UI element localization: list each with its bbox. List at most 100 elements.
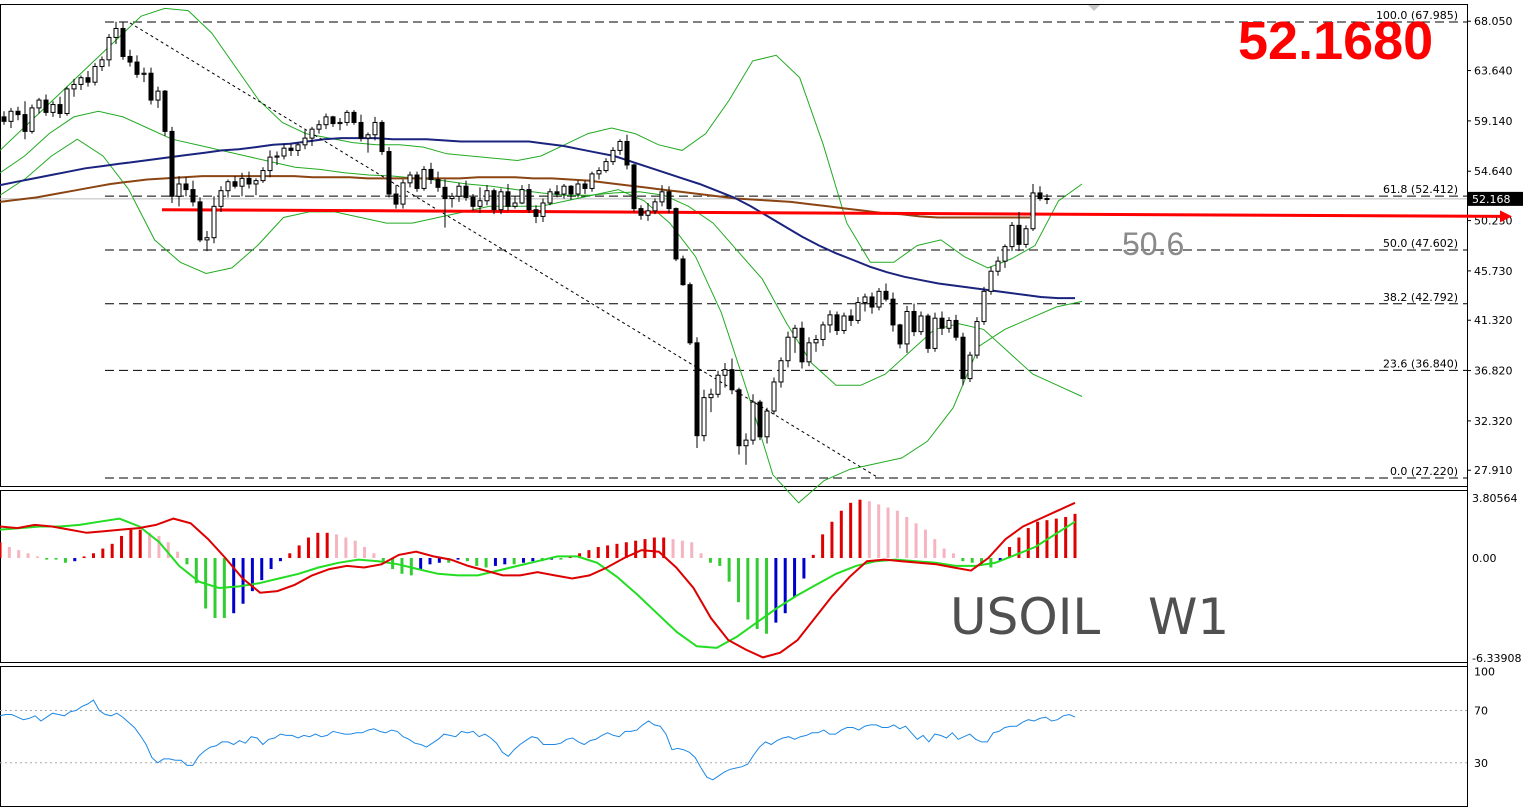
candle-body: [1044, 198, 1050, 201]
rsi-indicator: 100 70 30: [0, 665, 1495, 781]
scroll-marker-icon[interactable]: [1088, 5, 1100, 11]
timeframe-label: W1: [1147, 588, 1230, 646]
candle-body: [99, 59, 105, 68]
candle-body: [911, 310, 917, 333]
candle-body: [512, 202, 518, 207]
rsi-tick-label: 100: [1474, 665, 1495, 678]
price-tick-label: 45.730: [1474, 265, 1513, 278]
fib-level-label: 38.2 (42.792): [1383, 291, 1458, 304]
candle-body: [813, 338, 819, 344]
candle-body: [554, 191, 560, 195]
candle-body: [561, 185, 567, 195]
candle-body: [792, 327, 798, 338]
candle-body: [64, 88, 70, 115]
rsi-line: [0, 699, 1076, 781]
candle-body: [974, 321, 980, 356]
candle-body: [862, 296, 868, 304]
candle-body: [225, 181, 231, 192]
candle-body: [729, 369, 735, 391]
candle-body: [43, 99, 49, 113]
candle-body: [22, 114, 28, 132]
candle-body: [547, 191, 553, 204]
candle-body: [680, 258, 686, 286]
candle-body: [722, 369, 728, 376]
candle-body: [834, 314, 840, 332]
candle-body: [379, 121, 385, 153]
candle-body: [155, 90, 161, 101]
candle-body: [918, 315, 924, 333]
candle-body: [953, 319, 959, 338]
candle-body: [449, 195, 455, 200]
candle-body: [141, 72, 147, 75]
candle-body: [393, 193, 399, 205]
candle-body: [267, 156, 273, 172]
candle-body: [981, 290, 987, 323]
price-tick-label: 36.820: [1474, 365, 1513, 378]
candle-body: [50, 104, 56, 113]
candle-body: [162, 90, 168, 132]
macd-tick-label: 0.00: [1472, 552, 1497, 565]
candle-body: [435, 179, 441, 188]
candle-body: [897, 324, 903, 345]
candle-body: [358, 121, 364, 139]
fib-level-label: 100.0 (67.985): [1376, 9, 1458, 22]
candle-body: [218, 190, 224, 207]
candle-body: [127, 55, 133, 63]
candle-body: [736, 389, 742, 447]
candle-body: [1030, 192, 1036, 230]
rsi-panel-frame: [0, 666, 1468, 807]
candle-body: [764, 410, 770, 438]
candle-body: [365, 134, 371, 139]
macd-panel-frame: [0, 490, 1468, 663]
candle-body: [204, 237, 210, 241]
candle-body: [708, 393, 714, 399]
candle-body: [778, 360, 784, 383]
candle-body: [428, 168, 434, 181]
candle-body: [407, 174, 413, 184]
candle-body: [1023, 228, 1029, 245]
candle-body: [148, 72, 154, 101]
candle-body: [932, 317, 938, 349]
current-price-tag-label: 52.168: [1472, 193, 1511, 206]
diagonal-trend-line: [129, 22, 880, 479]
candle-body: [484, 190, 490, 202]
candle-body: [344, 111, 350, 123]
symbol-label: USOIL: [950, 588, 1101, 646]
candle-body: [568, 185, 574, 195]
candle-body: [414, 174, 420, 189]
red-support-line: [161, 208, 1505, 218]
price-tick-label: 27.910: [1474, 464, 1513, 477]
candle-body: [498, 191, 504, 211]
candle-body: [631, 164, 637, 210]
candle-body: [883, 290, 889, 300]
candle-body: [134, 61, 140, 75]
price-tick-label: 41.320: [1474, 314, 1513, 327]
candle-body: [526, 189, 532, 211]
bollinger-upper-line: [0, 7, 1083, 269]
candle-body: [197, 201, 203, 241]
rsi-tick-label: 30: [1474, 757, 1488, 770]
candle-body: [575, 183, 581, 195]
candle-body: [617, 140, 623, 151]
candle-body: [540, 202, 546, 217]
candle-body: [771, 381, 777, 412]
candle-body: [29, 107, 35, 132]
candle-body: [582, 183, 588, 189]
fib-level-label: 0.0 (27.220): [1390, 465, 1458, 478]
candle-body: [694, 342, 700, 437]
candle-body: [995, 260, 1001, 272]
candle-body: [876, 290, 882, 308]
candle-body: [92, 66, 98, 83]
macd-main-line: [0, 501, 1076, 659]
candle-body: [316, 124, 322, 130]
candle-body: [939, 317, 945, 329]
candle-body: [260, 170, 266, 182]
candle-body: [827, 314, 833, 326]
candle-body: [113, 27, 119, 38]
candle-body: [750, 401, 756, 441]
candle-body: [232, 181, 238, 187]
candle-body: [519, 189, 525, 204]
candle-body: [57, 104, 63, 115]
candle-body: [960, 336, 966, 380]
macd-indicator: 3.80564 0.00 -6.33908: [0, 492, 1521, 665]
